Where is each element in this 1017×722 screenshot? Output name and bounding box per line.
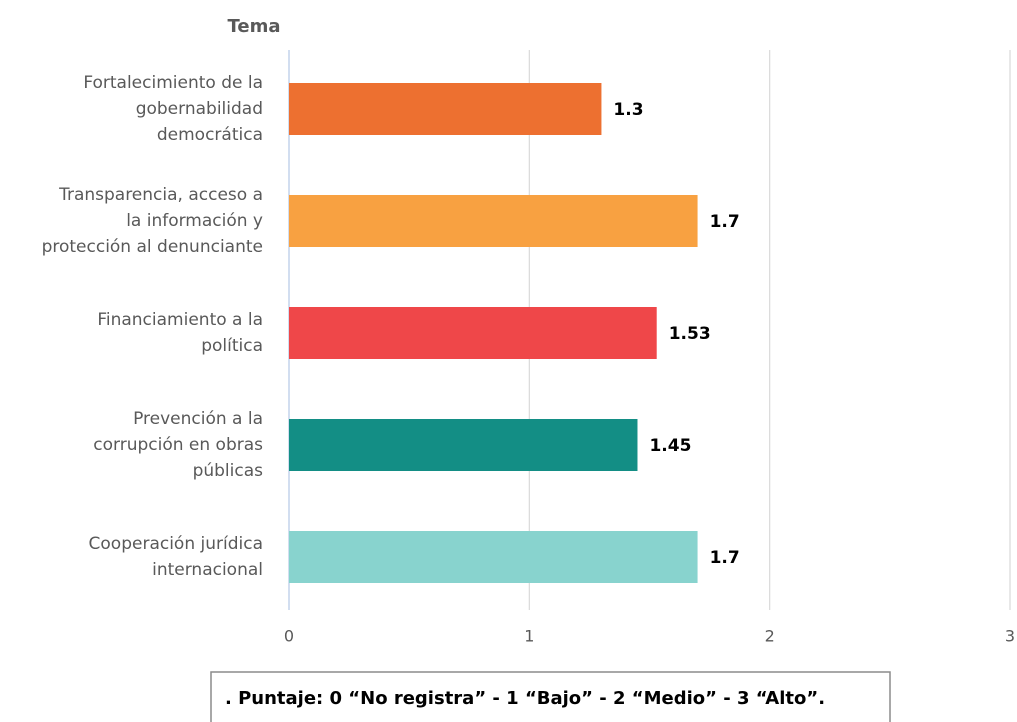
bar [289, 195, 698, 247]
y-tick-label: Prevención a la [133, 409, 263, 429]
y-tick-label: política [201, 336, 263, 356]
value-label: 1.7 [710, 548, 740, 568]
y-tick-label: la información y [126, 211, 263, 231]
y-tick-label: Financiamiento a la [97, 310, 263, 330]
x-tick-label: 2 [765, 627, 775, 646]
y-tick-label: Fortalecimiento de la [83, 73, 263, 93]
value-label: 1.3 [613, 100, 643, 120]
y-tick-label: públicas [193, 461, 264, 481]
y-tick-label: protección al denunciante [42, 237, 263, 257]
y-tick-label: internacional [152, 560, 263, 580]
x-tick-label: 3 [1005, 627, 1015, 646]
x-tick-label: 1 [524, 627, 534, 646]
value-label: 1.45 [649, 436, 691, 456]
y-tick-label: democrática [157, 125, 263, 145]
y-tick-label: gobernabilidad [136, 99, 263, 119]
note-box [210, 671, 891, 722]
y-tick-label: Cooperación jurídica [89, 534, 263, 554]
bar [289, 531, 698, 583]
axis-title: Tema [228, 16, 281, 37]
value-label: 1.7 [710, 212, 740, 232]
y-tick-label: corrupción en obras [93, 435, 263, 455]
y-tick-label: Transparencia, acceso a [58, 185, 263, 205]
bar [289, 307, 657, 359]
bar [289, 83, 602, 135]
x-tick-label: 0 [284, 627, 294, 646]
note: . Puntaje: 0 “No registra” - 1 “Bajo” - … [225, 688, 825, 709]
bar [289, 419, 638, 471]
value-label: 1.53 [669, 324, 711, 344]
